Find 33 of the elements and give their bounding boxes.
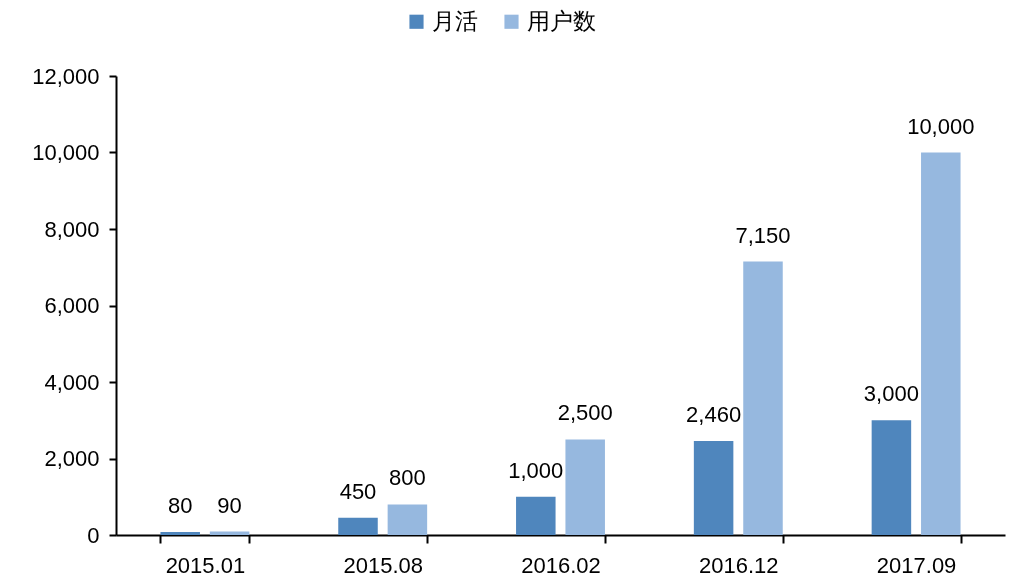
bar bbox=[160, 531, 200, 535]
y-tick-label: 8,000 bbox=[44, 216, 100, 242]
data-label: 3,000 bbox=[863, 381, 919, 407]
data-label: 7,150 bbox=[735, 222, 791, 248]
data-label: 80 bbox=[167, 492, 193, 518]
y-tick-label: 4,000 bbox=[44, 369, 100, 395]
legend-label: 用户数 bbox=[527, 7, 596, 34]
bar bbox=[565, 439, 605, 535]
y-tick-label: 12,000 bbox=[32, 63, 100, 89]
y-tick-label: 10,000 bbox=[32, 140, 100, 165]
bar bbox=[743, 261, 783, 535]
bar bbox=[338, 517, 378, 535]
data-label: 90 bbox=[217, 492, 242, 518]
data-label: 1,000 bbox=[508, 457, 564, 483]
legend-label: 月活 bbox=[432, 7, 478, 34]
x-tick-label: 2015.08 bbox=[343, 552, 423, 578]
data-label: 800 bbox=[389, 465, 426, 491]
y-tick-label: 2,000 bbox=[44, 446, 100, 471]
x-tick-label: 2016.12 bbox=[699, 552, 779, 578]
x-tick-label: 2017.09 bbox=[876, 552, 957, 578]
y-tick-label: 0 bbox=[87, 522, 100, 548]
bar bbox=[387, 504, 428, 535]
bar bbox=[871, 420, 912, 535]
bar bbox=[693, 440, 734, 535]
x-tick-label: 2016.02 bbox=[521, 552, 601, 578]
data-label: 2,460 bbox=[686, 401, 742, 427]
bar bbox=[921, 152, 961, 535]
data-label: 10,000 bbox=[907, 113, 975, 139]
y-tick-label: 6,000 bbox=[44, 293, 100, 318]
data-label: 2,500 bbox=[557, 400, 613, 426]
bar bbox=[516, 496, 556, 535]
data-label: 450 bbox=[339, 478, 377, 504]
x-tick-label: 2015.01 bbox=[165, 552, 246, 578]
